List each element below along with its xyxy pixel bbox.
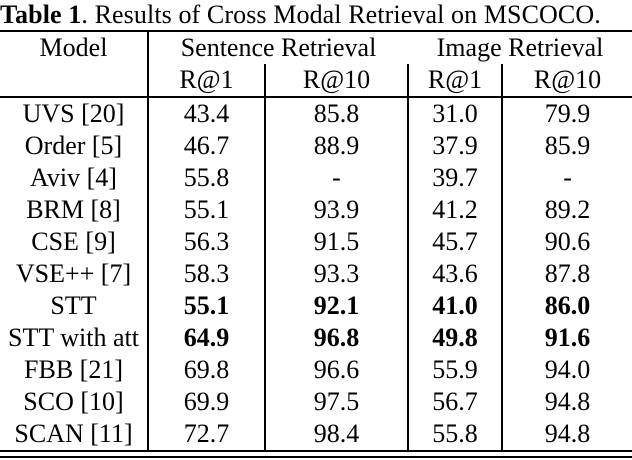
table-row: Order [5] 46.7 88.9 37.9 85.9 bbox=[0, 130, 632, 162]
value-cell: 31.0 bbox=[408, 97, 504, 130]
value-cell: 91.5 bbox=[265, 226, 410, 258]
model-cell: VSE++ [7] bbox=[0, 258, 149, 290]
table-row: CSE [9] 56.3 91.5 45.7 90.6 bbox=[0, 226, 632, 258]
value-cell: 41.0 bbox=[408, 290, 504, 322]
value-cell: 98.4 bbox=[265, 418, 410, 451]
subheader-row: R@1 R@10 R@1 R@10 bbox=[0, 64, 632, 98]
value-cell: 55.9 bbox=[408, 354, 504, 386]
model-cell: UVS [20] bbox=[0, 97, 149, 130]
value-cell: 93.9 bbox=[265, 194, 410, 226]
value-cell: 94.8 bbox=[544, 387, 591, 416]
value-cell: 49.8 bbox=[408, 322, 504, 354]
value-cell: 87.8 bbox=[544, 259, 591, 288]
value-cell: 46.7 bbox=[148, 130, 266, 162]
value-cell: 96.8 bbox=[265, 322, 410, 354]
value-cell: 55.1 bbox=[148, 194, 266, 226]
model-cell: Order [5] bbox=[0, 130, 149, 162]
value-cell: 39.7 bbox=[408, 162, 504, 194]
table-row: Aviv [4] 55.8-39.7- bbox=[0, 162, 632, 194]
value-cell: 97.5 bbox=[265, 386, 410, 418]
results-table: Model Sentence Retrieval Image Retrieval… bbox=[0, 30, 632, 452]
value-cell: 43.6 bbox=[408, 258, 504, 290]
value-cell: 79.9 bbox=[544, 99, 591, 128]
value-cell: - bbox=[563, 163, 572, 192]
group-header-sentence-retrieval: Sentence Retrieval bbox=[180, 33, 377, 62]
model-column-header: Model bbox=[0, 31, 149, 64]
value-cell: 55.8 bbox=[408, 418, 504, 451]
table-row: BRM [8] 55.1 93.9 41.2 89.2 bbox=[0, 194, 632, 226]
table-row: STT 55.1 92.1 41.0 86.0 bbox=[0, 290, 632, 322]
value-cell: 64.9 bbox=[148, 322, 266, 354]
table-row: SCAN [11] 72.7 98.4 55.8 94.8 bbox=[0, 418, 632, 451]
model-cell: CSE [9] bbox=[0, 226, 149, 258]
value-cell: 91.6 bbox=[544, 323, 591, 352]
value-cell: 69.9 bbox=[148, 386, 266, 418]
model-cell: STT with att bbox=[0, 322, 149, 354]
value-cell: 89.2 bbox=[544, 195, 591, 224]
subheader-empty-cell bbox=[0, 64, 149, 98]
value-cell: 55.1 bbox=[148, 290, 266, 322]
table-row: FBB [21] 69.8 96.6 55.9 94.0 bbox=[0, 354, 632, 386]
table-caption: Table 1. Results of Cross Modal Retrieva… bbox=[0, 0, 632, 30]
table-row: VSE++ [7] 58.3 93.3 43.6 87.8 bbox=[0, 258, 632, 290]
model-cell: SCAN [11] bbox=[0, 418, 149, 451]
subheader-sentence-r1: R@1 bbox=[148, 64, 266, 98]
value-cell: 96.6 bbox=[265, 354, 410, 386]
value-cell: - bbox=[265, 162, 410, 194]
subheader-sentence-r10: R@10 bbox=[265, 64, 410, 98]
value-cell: 56.7 bbox=[408, 386, 504, 418]
value-cell: 86.0 bbox=[544, 291, 591, 320]
table-row: UVS [20] 43.4 85.8 31.0 79.9 bbox=[0, 97, 632, 130]
model-cell: SCO [10] bbox=[0, 386, 149, 418]
value-cell: 85.8 bbox=[265, 97, 410, 130]
subheader-image-r10: R@10 bbox=[502, 64, 632, 98]
value-cell: 88.9 bbox=[265, 130, 410, 162]
value-cell: 56.3 bbox=[148, 226, 266, 258]
table-caption-label: Table 1 bbox=[0, 0, 82, 29]
value-cell: 45.7 bbox=[408, 226, 504, 258]
value-cell: 94.8 bbox=[544, 419, 591, 448]
table-caption-text: . Results of Cross Modal Retrieval on MS… bbox=[81, 0, 601, 29]
model-cell: BRM [8] bbox=[0, 194, 149, 226]
value-cell: 69.8 bbox=[148, 354, 266, 386]
value-cell: 94.0 bbox=[544, 355, 591, 384]
value-cell: 43.4 bbox=[148, 97, 266, 130]
value-cell: 55.8 bbox=[148, 162, 266, 194]
model-cell: FBB [21] bbox=[0, 354, 149, 386]
model-cell: STT bbox=[0, 290, 149, 322]
subheader-image-r1: R@1 bbox=[408, 64, 504, 98]
value-cell: 90.6 bbox=[544, 227, 591, 256]
value-cell: 37.9 bbox=[408, 130, 504, 162]
table-row: SCO [10] 69.9 97.5 56.7 94.8 bbox=[0, 386, 632, 418]
model-cell: Aviv [4] bbox=[0, 162, 149, 194]
group-header-row: Model Sentence Retrieval Image Retrieval bbox=[0, 31, 632, 64]
table-body: UVS [20] 43.4 85.8 31.0 79.9 Order [5] 46.7 88.… bbox=[0, 97, 632, 451]
value-cell: 41.2 bbox=[408, 194, 504, 226]
group-header-image-retrieval: Image Retrieval bbox=[436, 33, 604, 62]
bottom-double-rule bbox=[0, 455, 632, 458]
table-row: STT with att 64.9 96.8 49.8 91.6 bbox=[0, 322, 632, 354]
value-cell: 92.1 bbox=[265, 290, 410, 322]
value-cell: 85.9 bbox=[544, 131, 591, 160]
value-cell: 72.7 bbox=[148, 418, 266, 451]
value-cell: 93.3 bbox=[265, 258, 410, 290]
value-cell: 58.3 bbox=[148, 258, 266, 290]
